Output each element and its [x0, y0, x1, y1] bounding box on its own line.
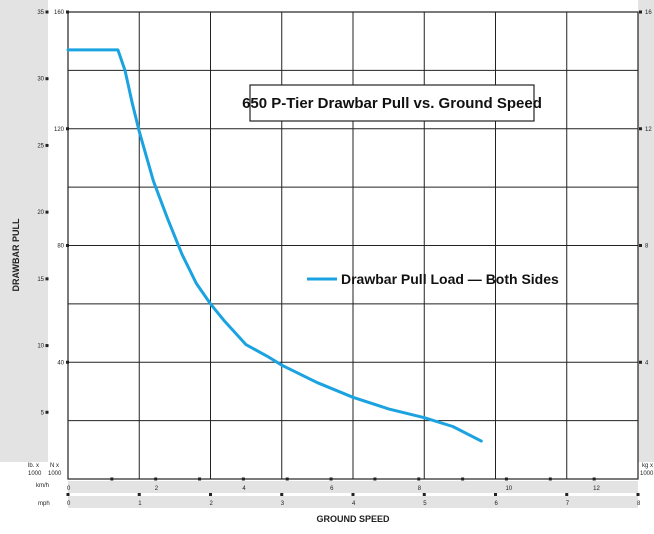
lb-tick-label: 5	[41, 410, 45, 416]
n-tick-label: 160	[54, 10, 65, 16]
n-tick-mark	[66, 360, 69, 364]
kmh-tick-mark	[241, 477, 245, 481]
lb-tick-label: 25	[37, 143, 44, 149]
lb-tick-mark	[45, 344, 49, 348]
mph-tick-mark	[137, 493, 141, 496]
n-unit-label: N x 1000	[48, 463, 62, 477]
mph-tick-mark	[66, 493, 70, 496]
n-tick-mark	[66, 127, 69, 131]
chart-title: 650 P-Tier Drawbar Pull vs. Ground Speed	[242, 95, 542, 112]
lb-tick-mark	[45, 10, 49, 14]
kg-tick-label: 12	[645, 127, 652, 133]
mph-tick-mark	[636, 493, 640, 496]
mph-tick-mark	[565, 493, 569, 496]
kmh-tick-mark	[329, 477, 333, 481]
lb-tick-label: 20	[37, 210, 44, 216]
n-tick-mark	[66, 10, 69, 14]
kg-tick-mark	[639, 127, 642, 131]
n-tick-mark	[66, 244, 69, 247]
kmh-tick-mark	[504, 477, 508, 481]
kmh-tick-mark	[417, 477, 421, 481]
x-axis-title: GROUND SPEED	[316, 514, 390, 524]
axis-bands	[0, 0, 654, 511]
mph-tick-label: 6	[495, 501, 499, 507]
mph-tick-mark	[280, 493, 284, 496]
kmh-tick-mark	[110, 477, 114, 481]
mph-tick-label: 8	[637, 501, 641, 507]
kg-tick-label: 8	[645, 244, 649, 250]
kmh-tick-label: 0	[67, 486, 71, 492]
kmh-tick-label: 6	[330, 486, 334, 492]
mph-tick-label: 2	[210, 501, 214, 507]
kmh-tick-label: 12	[593, 486, 600, 492]
lb-tick-label: 10	[37, 344, 44, 350]
kmh-tick-mark	[198, 477, 202, 481]
kg-tick-label: 4	[645, 360, 649, 366]
kmh-unit-label: km/h	[36, 483, 49, 489]
title-box: 650 P-Tier Drawbar Pull vs. Ground Speed	[242, 84, 542, 122]
lb-unit-label: lb. x 1000	[28, 463, 42, 477]
kmh-tick-mark	[373, 477, 377, 481]
right-band	[638, 0, 654, 462]
kmh-tick-label: 4	[242, 486, 246, 492]
mph-tick-mark	[494, 493, 497, 496]
lb-tick-mark	[45, 143, 49, 147]
legend: Drawbar Pull Load — Both Sides	[307, 271, 559, 287]
mph-tick-mark	[422, 493, 426, 496]
lb-tick-mark	[45, 277, 49, 281]
lb-tick-mark	[45, 210, 49, 214]
n-tick-label: 120	[54, 127, 65, 133]
mph-tick-label: 4	[352, 501, 356, 507]
lb-tick-label: 15	[37, 277, 44, 283]
kmh-tick-label: 10	[505, 486, 512, 492]
kmh-tick-label: 2	[155, 486, 159, 492]
kg-tick-mark	[639, 360, 642, 364]
mph-tick-mark	[209, 493, 212, 496]
lb-tick-mark	[45, 77, 49, 81]
mph-tick-label: 1	[138, 501, 142, 507]
left-outer-band	[0, 0, 48, 462]
left-inner-band	[52, 0, 68, 479]
kmh-tick-label: 8	[418, 486, 422, 492]
y-axis-title: DRAWBAR PULL	[11, 218, 21, 291]
mph-tick-mark	[351, 493, 355, 496]
kmh-tick-mark	[592, 477, 596, 481]
n-tick-label: 40	[57, 360, 64, 366]
kg-tick-mark	[639, 10, 642, 14]
lb-tick-label: 35	[37, 10, 44, 16]
kmh-tick-mark	[285, 477, 289, 481]
mph-tick-label: 7	[566, 501, 570, 507]
kmh-tick-mark	[461, 477, 465, 481]
series-layer	[66, 48, 483, 443]
kg-unit-label: kg x 1000	[640, 463, 654, 477]
mph-unit-label: mph	[38, 501, 50, 507]
n-tick-label: 80	[57, 244, 64, 250]
grid-lines	[67, 11, 639, 480]
legend-label: Drawbar Pull Load — Both Sides	[341, 271, 559, 287]
left-corner-bg	[0, 462, 48, 511]
mph-tick-label: 3	[281, 501, 285, 507]
kmh-tick-mark	[154, 477, 158, 481]
kmh-tick-mark	[548, 477, 552, 481]
kg-tick-mark	[639, 244, 642, 247]
lb-tick-label: 30	[37, 77, 44, 83]
mph-band	[68, 496, 638, 508]
mph-tick-label: 5	[423, 501, 427, 507]
mph-tick-label: 0	[67, 501, 71, 507]
lb-tick-mark	[45, 410, 49, 414]
kmh-band	[68, 481, 638, 493]
series-line	[66, 48, 483, 443]
kg-tick-label: 16	[645, 10, 652, 16]
